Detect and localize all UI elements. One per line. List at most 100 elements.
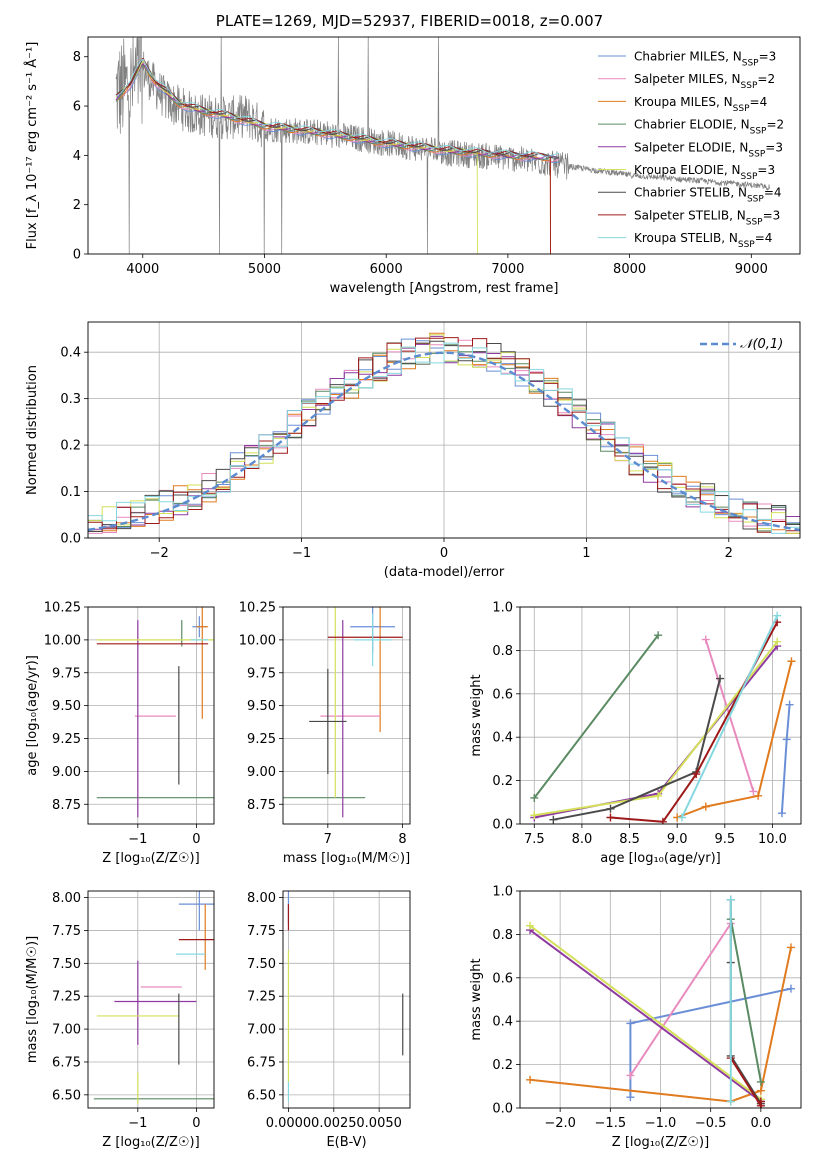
data-point <box>777 809 786 818</box>
legend-count: =4 <box>755 231 773 245</box>
y-tick-label: 7.75 <box>52 924 81 939</box>
axes-frame <box>519 890 802 1109</box>
y-tick-label: 9.75 <box>52 666 81 681</box>
series-line-kroupa-stelib <box>680 615 779 818</box>
legend-entry: Chabrier STELIB, NSSP=4 <box>634 186 782 205</box>
plot-area <box>93 891 214 1105</box>
y-tick-label: 9.00 <box>247 765 276 780</box>
y-tick-label: 10.00 <box>44 633 81 648</box>
data-point <box>626 1019 635 1028</box>
x-tick-label: 7.5 <box>524 832 545 847</box>
histogram-chabrier-stelib <box>88 340 800 538</box>
histogram-salpeter-stelib <box>88 337 800 538</box>
y-tick-label: 8.75 <box>52 798 81 813</box>
legend-count: =4 <box>764 186 782 200</box>
y-tick-label: 0.0 <box>60 532 81 547</box>
x-tick-label: 9.5 <box>714 832 735 847</box>
x-tick-label: −2.0 <box>544 1116 576 1131</box>
legend-subscript: SSP <box>750 127 767 137</box>
legend-subscript: SSP <box>747 195 764 205</box>
panel-spectrum: 4000 5000 6000 7000 8000 9000 0 2 4 6 8 wavelength … <box>24 36 801 296</box>
y-tick-label: 7.25 <box>52 990 81 1005</box>
legend-count: =2 <box>766 118 784 132</box>
y-tick-label: 1.0 <box>492 601 513 616</box>
x-tick-label: 8 <box>398 832 406 847</box>
y-axis-label: Flux [f_λ 10⁻¹⁷ erg cm⁻² s⁻¹ Å⁻¹] <box>24 42 40 250</box>
y-tick-label: 0.2 <box>492 1058 513 1073</box>
model-line-kroupa-miles <box>115 63 551 254</box>
panel-weight-vs-Z: −2.0 −1.5 −1.0 −0.5 0.0 0.0 0.2 0.4 0.6 0.8 1.0 Z [… <box>469 885 802 1150</box>
panel-age-vs-Z: −1 0 8.75 9.00 9.25 9.50 9.75 10.00 10.25 Z [log₁… <box>25 601 215 866</box>
panel-mass-vs-ebv: 0.0000 0.0025 0.0050 6.50 6.75 7.00 7.25 7.50 7.… <box>247 890 411 1150</box>
data-point <box>658 817 667 824</box>
y-tick-label: 0.2 <box>60 439 81 454</box>
legend-subscript: SSP <box>746 217 763 227</box>
y-tick-label: 0.8 <box>492 928 513 943</box>
series-line-chabrier-miles <box>780 704 791 814</box>
y-tick-label: 10.25 <box>44 601 81 616</box>
x-tick-label: −0.5 <box>695 1116 727 1131</box>
x-tick-label: 10.0 <box>758 832 787 847</box>
data-point <box>785 700 794 709</box>
plot-area <box>530 611 796 824</box>
x-tick-label: 8.0 <box>572 832 593 847</box>
x-axis-label: Z [log₁₀(Z/Z☉)] <box>102 851 199 866</box>
x-tick-label: 6000 <box>370 262 403 277</box>
legend-count: =3 <box>759 50 777 64</box>
y-axis-label: mass weight <box>469 674 484 756</box>
y-tick-label: 6.75 <box>52 1055 81 1070</box>
x-tick-label: 0 <box>192 1116 200 1131</box>
y-tick-label: 9.50 <box>247 699 276 714</box>
y-tick-label: 0.6 <box>492 687 513 702</box>
legend-subscript: SSP <box>738 240 755 250</box>
legend-count: =3 <box>763 208 781 222</box>
x-tick-label: −1 <box>292 546 311 561</box>
panel-age-vs-mass: 7 8 8.75 9.00 9.25 9.50 9.75 10.00 10.25 mass [lo… <box>239 601 411 866</box>
data-point <box>786 943 795 952</box>
legend-subscript: SSP <box>742 59 759 69</box>
y-tick-label: 9.25 <box>52 732 81 747</box>
y-tick-label: 0.0 <box>492 1102 513 1117</box>
y-tick-label: 0.4 <box>492 1015 513 1030</box>
plot-area <box>96 607 214 818</box>
y-tick-label: 9.75 <box>247 666 276 681</box>
y-tick-label: 7.75 <box>247 924 276 939</box>
data-point <box>716 674 725 683</box>
legend-entry: Salpeter STELIB, NSSP=3 <box>634 208 780 227</box>
legend-subscript: SSP <box>748 149 765 159</box>
x-tick-label: 9000 <box>735 262 768 277</box>
panel-mass-vs-Z: −1 0 6.50 6.75 7.00 7.25 7.50 7.75 8.00 Z [log₁₀(… <box>25 890 215 1150</box>
x-tick-label: −1.0 <box>645 1116 677 1131</box>
x-tick-label: 0.0025 <box>311 1116 357 1131</box>
series-line-chabrier-elodie <box>533 634 659 799</box>
x-tick-label: −2 <box>150 546 169 561</box>
y-tick-label: 0.4 <box>60 346 81 361</box>
x-axis-label: age [log₁₀(age/yr)] <box>600 851 721 866</box>
data-point <box>626 1071 635 1080</box>
data-point <box>749 787 758 796</box>
data-point <box>754 791 763 800</box>
x-axis-label: E(B-V) <box>326 1135 366 1150</box>
plot-area <box>115 37 770 254</box>
data-point <box>606 813 615 822</box>
y-tick-label: 8.00 <box>52 891 81 906</box>
legend-count: =3 <box>757 163 775 177</box>
y-axis-label: age [log₁₀(age/yr)] <box>25 655 40 776</box>
legend-entry: Salpeter MILES, NSSP=2 <box>634 72 775 91</box>
x-tick-label: 0 <box>440 546 448 561</box>
y-tick-label: 0.0 <box>492 818 513 833</box>
series-line-chabrier-elodie <box>729 919 762 1083</box>
y-tick-label: 7.25 <box>247 990 276 1005</box>
y-tick-label: 7.00 <box>247 1023 276 1038</box>
x-tick-label: −1 <box>128 832 147 847</box>
data-point <box>606 804 615 813</box>
series-line-chabrier-stelib <box>553 678 721 821</box>
x-tick-label: 9.0 <box>667 832 688 847</box>
x-tick-label: −1.5 <box>595 1116 627 1131</box>
y-tick-label: 8.00 <box>247 891 276 906</box>
data-point <box>773 637 782 646</box>
plot-area <box>526 895 795 1108</box>
data-point <box>782 735 791 744</box>
legend-subscript: SSP <box>741 172 758 182</box>
